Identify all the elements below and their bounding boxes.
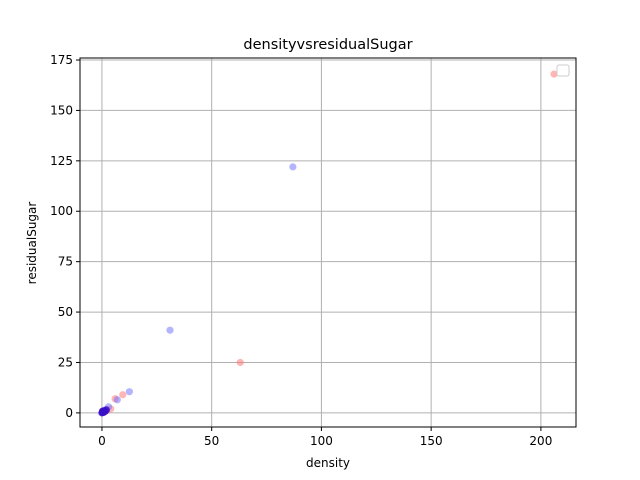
y-tick-label: 100 bbox=[50, 204, 73, 218]
data-points bbox=[98, 70, 558, 417]
x-tick-label: 50 bbox=[204, 434, 219, 448]
data-point bbox=[113, 396, 121, 404]
y-tick-label: 125 bbox=[50, 154, 73, 168]
y-axis-label: residualSugar bbox=[25, 202, 39, 285]
ticks: 0 50 100 150 200 0 25 50 75 100 125 150 175 bbox=[50, 53, 552, 448]
data-point bbox=[125, 388, 133, 396]
x-tick-label: 100 bbox=[310, 434, 333, 448]
y-tick-label: 175 bbox=[50, 53, 73, 67]
data-point bbox=[102, 406, 110, 414]
x-tick-label: 150 bbox=[420, 434, 443, 448]
chart-title: densityvsresidualSugar bbox=[243, 37, 412, 53]
legend-box bbox=[556, 64, 570, 77]
x-tick-label: 0 bbox=[98, 434, 106, 448]
x-tick-label: 200 bbox=[529, 434, 552, 448]
y-tick-label: 75 bbox=[58, 255, 73, 269]
data-point bbox=[236, 358, 244, 367]
data-point bbox=[289, 163, 297, 171]
y-tick-label: 25 bbox=[58, 355, 73, 369]
y-tick-label: 0 bbox=[65, 406, 73, 420]
data-point bbox=[166, 326, 174, 334]
data-point bbox=[119, 391, 127, 399]
grid bbox=[80, 58, 576, 427]
x-axis-label: density bbox=[306, 456, 350, 470]
y-tick-label: 50 bbox=[58, 305, 73, 319]
y-tick-label: 150 bbox=[50, 103, 73, 117]
plot-frame bbox=[79, 57, 577, 428]
data-point bbox=[550, 70, 558, 78]
